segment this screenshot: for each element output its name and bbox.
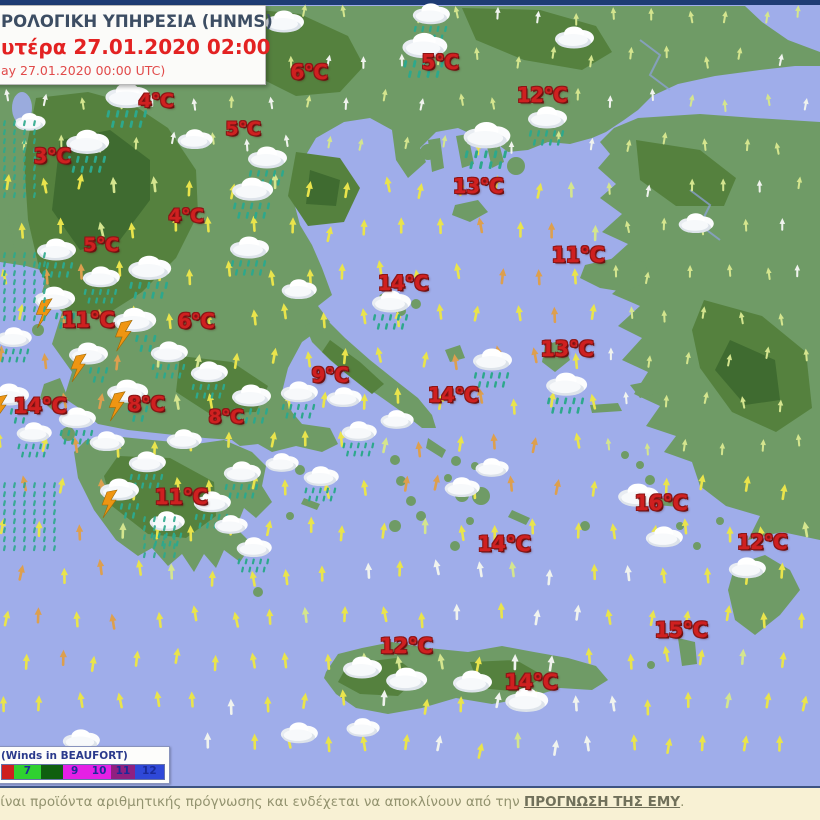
temp-label: 6°C (290, 60, 328, 84)
temp-label: 8°C (208, 406, 244, 428)
temp-label: 5°C (83, 234, 119, 256)
temp-label: 14°C (377, 271, 429, 295)
temp-label: 4°C (168, 205, 204, 227)
temp-label: 11°C (61, 308, 115, 332)
beaufort-segment: 12 (134, 765, 164, 779)
disclaimer-bar: είναι προϊόντα αριθμητικής πρόγνωσης και… (0, 786, 820, 820)
temp-label: 12°C (736, 530, 788, 554)
beaufort-segment: 11 (111, 765, 135, 779)
temp-label: 9°C (311, 363, 349, 387)
temp-label: 6°C (177, 309, 215, 333)
emy-forecast-link[interactable]: ΠΡΟΓΝΩΣΗ ΤΗΣ ΕΜΥ (523, 794, 681, 810)
temp-label: 13°C (540, 337, 594, 361)
beaufort-segment: 7 (13, 765, 42, 779)
wind-arrows-layer (0, 4, 810, 759)
beaufort-segment (41, 765, 63, 779)
legend-title: (Winds in BEAUFORT) (1, 750, 128, 762)
temp-label: 12°C (379, 634, 433, 658)
temp-label: 11°C (154, 485, 208, 509)
temp-label: 14°C (477, 532, 531, 556)
temp-label: 5°C (421, 50, 459, 74)
temp-label: 13°C (452, 174, 504, 198)
temp-label: 8°C (127, 392, 165, 416)
wind-legend: (Winds in BEAUFORT) 7 9 10 11 12 (0, 746, 170, 784)
temp-label: 4°C (138, 90, 174, 112)
disclaimer-suffix: . (680, 794, 685, 810)
temp-label: 15°C (654, 618, 708, 642)
temp-label: 14°C (427, 383, 479, 407)
forecast-header: ΡΟΛΟΓΙΚΗ ΥΠΗΡΕΣΙΑ (HNMS) υτέρα 27.01.202… (0, 5, 273, 85)
disclaimer-text: είναι προϊόντα αριθμητικής πρόγνωσης και… (0, 794, 524, 810)
agency-title: ΡΟΛΟΓΙΚΗ ΥΠΗΡΕΣΙΑ (HNMS) (1, 12, 273, 31)
beaufort-segment (2, 765, 14, 779)
temp-label: 16°C (634, 491, 688, 515)
temp-label: 14°C (13, 394, 67, 418)
beaufort-scale: 7 9 10 11 12 (1, 764, 165, 780)
beaufort-segment: 10 (86, 765, 112, 779)
temp-label: 5°C (225, 118, 261, 140)
temp-label: 3°C (33, 144, 71, 168)
valid-datetime: υτέρα 27.01.2020 02:00 (1, 35, 271, 59)
temp-label: 11°C (551, 243, 605, 267)
beaufort-segment: 9 (62, 765, 87, 779)
temp-label: 12°C (516, 83, 568, 107)
landmass-north (0, 6, 820, 452)
temp-label: 14°C (504, 670, 558, 694)
model-run-datetime: ay 27.01.2020 00:00 UTC) (1, 63, 166, 78)
